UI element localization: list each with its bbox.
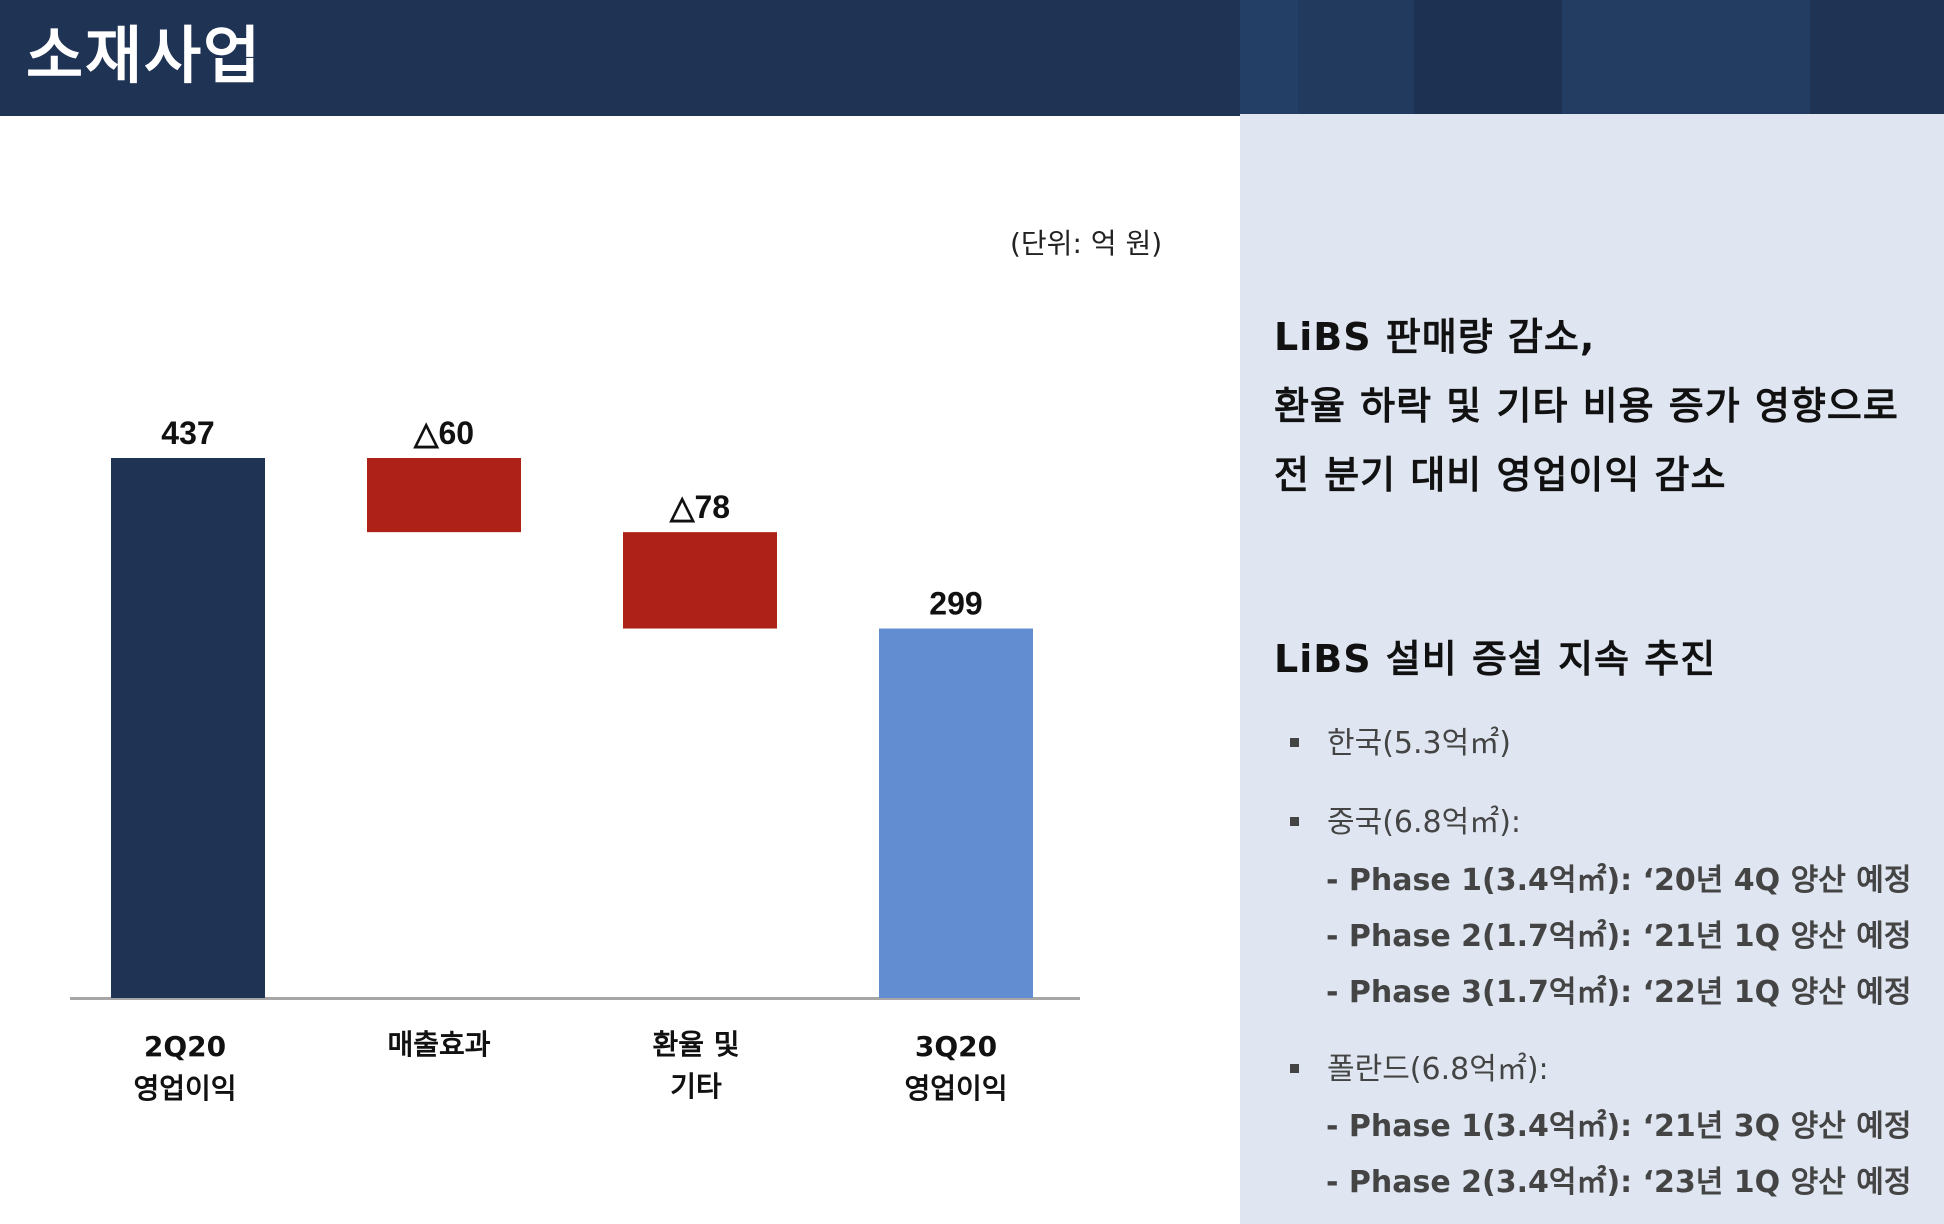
- headline-line: 전 분기 대비 영업이익 감소: [1274, 453, 1727, 497]
- header-decor-block: [1414, 0, 1562, 114]
- phase-line: - Phase 2(1.7억㎡): ‘21년 1Q 양산 예정: [1326, 919, 1912, 954]
- data-label: 437: [161, 415, 214, 451]
- headline-line: 환율 하락 및 기타 비용 증가 영향으로: [1274, 384, 1899, 428]
- x-tick-label: 2Q20 영업이익: [133, 1030, 237, 1105]
- section-title: LiBS 설비 증설 지속 추진: [1274, 637, 1717, 681]
- header-bar: 소재사업: [0, 0, 1944, 116]
- bullet-item-korea: 한국(5.3억㎡): [1290, 718, 1511, 762]
- data-label: △78: [669, 489, 730, 525]
- data-label: △60: [413, 415, 474, 451]
- summary-panel: [1240, 114, 1944, 1224]
- square-bullet-icon: [1290, 738, 1299, 747]
- phase-line: - Phase 2(3.4억㎡): ‘23년 1Q 양산 예정: [1326, 1165, 1912, 1200]
- x-tick-label: 3Q20 영업이익: [904, 1030, 1008, 1105]
- bullet-item-poland: 폴란드(6.8억㎡):: [1290, 1044, 1549, 1088]
- x-tick-label: 매출효과: [387, 1028, 491, 1061]
- headline-line: LiBS 판매량 감소,: [1274, 315, 1596, 359]
- header-decor-block: [1562, 0, 1810, 114]
- waterfall-bar: [879, 628, 1033, 998]
- bullet-item-china: 중국(6.8억㎡):: [1290, 797, 1521, 841]
- waterfall-bar: [111, 458, 265, 998]
- header-decor-block: [1240, 0, 1298, 114]
- x-tick-label: 환율 및 기타: [652, 1028, 740, 1103]
- phase-line: - Phase 1(3.4억㎡): ‘20년 4Q 양산 예정: [1326, 863, 1912, 898]
- square-bullet-icon: [1290, 817, 1299, 826]
- header-decor-block: [1810, 0, 1944, 114]
- waterfall-chart: 437 △60 △78 299: [70, 415, 1080, 1000]
- square-bullet-icon: [1290, 1064, 1299, 1073]
- unit-label: (단위: 억 원): [1010, 227, 1163, 260]
- waterfall-bar: [623, 532, 777, 629]
- header-decor-block: [1298, 0, 1414, 114]
- phase-line: - Phase 1(3.4억㎡): ‘21년 3Q 양산 예정: [1326, 1109, 1912, 1144]
- phase-line: - Phase 3(1.7억㎡): ‘22년 1Q 양산 예정: [1326, 975, 1912, 1010]
- waterfall-bar: [367, 458, 521, 533]
- data-label: 299: [929, 586, 982, 622]
- page-title: 소재사업: [26, 19, 263, 92]
